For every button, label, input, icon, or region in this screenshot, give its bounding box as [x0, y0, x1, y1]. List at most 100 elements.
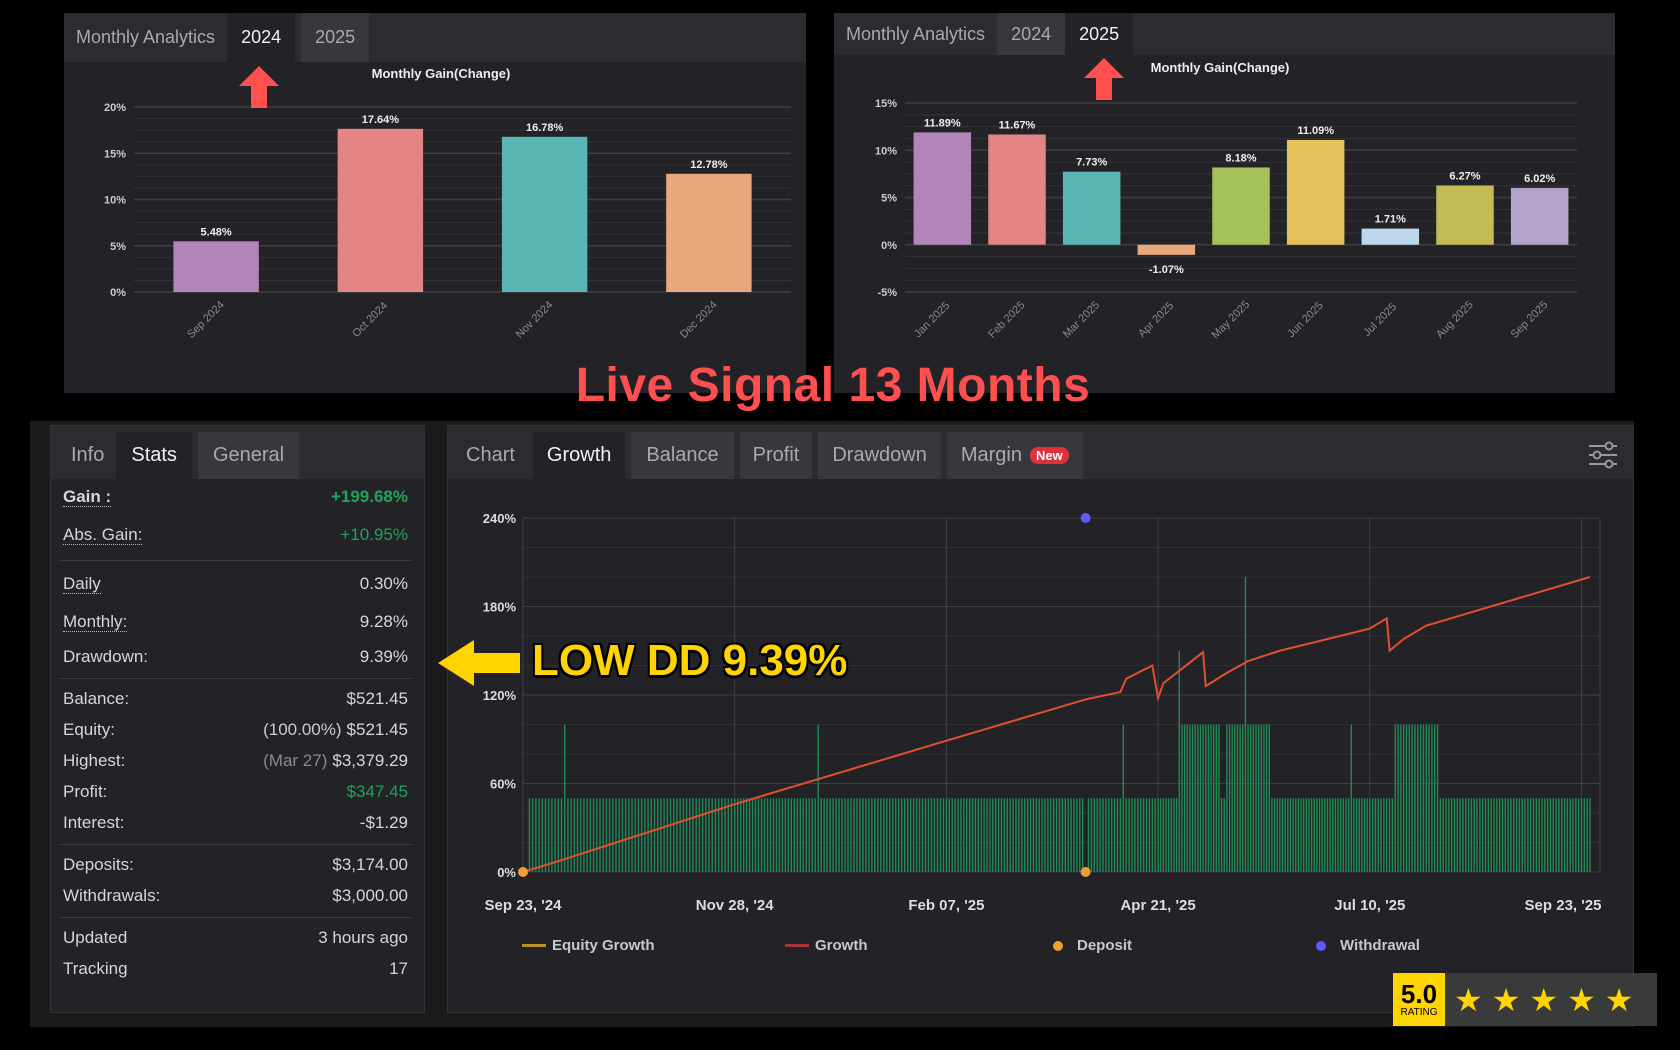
- y-tick-label: 120%: [483, 688, 517, 703]
- green-bar: [541, 798, 543, 872]
- monthly-label[interactable]: Monthly:: [63, 611, 128, 632]
- green-bar: [1417, 724, 1419, 872]
- tab-monthly-analytics[interactable]: Monthly Analytics: [76, 27, 216, 47]
- tab-info[interactable]: Info: [71, 444, 105, 466]
- green-bar: [1566, 798, 1569, 872]
- gain-value: +199.68%: [330, 487, 408, 506]
- legend-withdrawal[interactable]: Withdrawal: [1316, 937, 1420, 954]
- monthly-gain-chart-2024: Monthly Gain(Change) 0% 5% 10% 15% 20% 5.48% Se…: [104, 66, 791, 341]
- green-bar: [1055, 798, 1058, 872]
- x-tick-label: Jul 10, '25: [1334, 897, 1405, 914]
- green-bar: [1250, 724, 1252, 872]
- green-bar: [1255, 724, 1257, 872]
- green-bar: [1128, 798, 1130, 872]
- tab-2025[interactable]: 2025: [1065, 13, 1134, 55]
- green-bar: [933, 798, 936, 872]
- deposits-label: Deposits:: [63, 854, 134, 874]
- green-bar: [547, 798, 550, 872]
- tab-monthly-analytics[interactable]: Monthly Analytics: [846, 23, 986, 44]
- monthly-analytics-2024-panel: Monthly Analytics 2024 2025 Monthly Gain…: [64, 13, 806, 393]
- green-bar: [957, 798, 959, 872]
- green-bar: [1260, 724, 1263, 872]
- tab-margin[interactable]: Margin New: [946, 432, 1083, 479]
- green-bar: [1527, 798, 1529, 872]
- green-bar: [763, 798, 766, 872]
- green-bar: [1205, 724, 1207, 872]
- green-bar: [1252, 724, 1255, 872]
- green-bar: [1521, 798, 1523, 872]
- legend-equity-growth[interactable]: Equity Growth: [522, 937, 655, 954]
- x-tick-label: Jun 2025: [1285, 300, 1325, 340]
- green-bar: [868, 798, 870, 872]
- headline: Live Signal 13 Months: [575, 359, 1091, 412]
- tab-2024[interactable]: 2024: [997, 13, 1066, 55]
- green-bar: [721, 798, 723, 872]
- x-tick-label: Feb 2025: [986, 299, 1027, 340]
- tab-2025[interactable]: 2025: [301, 13, 370, 62]
- green-bar: [745, 798, 748, 872]
- green-bar: [631, 798, 633, 872]
- legend-growth[interactable]: Growth: [785, 937, 868, 954]
- green-bar: [1473, 798, 1475, 872]
- stat-monthly: Monthly: 9.28%: [59, 603, 412, 641]
- green-bar: [948, 798, 950, 872]
- green-bar: [592, 798, 595, 872]
- x-tick-label: Sep 23, '24: [485, 897, 563, 914]
- green-bar: [1041, 798, 1043, 872]
- green-bar: [971, 798, 974, 872]
- green-bar: [1329, 798, 1331, 872]
- green-bar: [1308, 798, 1310, 872]
- tab-chart[interactable]: Chart: [466, 444, 515, 466]
- tab-profit[interactable]: Profit: [739, 432, 813, 479]
- tab-drawdown[interactable]: Drawdown: [818, 432, 941, 479]
- data-label: 1.71%: [1375, 214, 1406, 226]
- bar: [1062, 171, 1121, 245]
- green-bar: [624, 798, 627, 872]
- data-label: 6.27%: [1449, 170, 1480, 182]
- stat-tracking: Tracking 17: [59, 953, 412, 984]
- monthly-value: 9.28%: [359, 612, 408, 631]
- green-bar: [1350, 724, 1352, 872]
- green-bar: [1476, 798, 1478, 872]
- tab-stats[interactable]: Stats: [116, 432, 192, 479]
- green-bar: [832, 798, 834, 872]
- deposits-value: $3,174.00: [332, 854, 408, 874]
- green-bar: [1160, 798, 1162, 872]
- data-label: 11.89%: [924, 117, 961, 129]
- green-bar: [599, 798, 601, 872]
- green-bar: [1218, 724, 1220, 872]
- profit-value: $347.45: [346, 781, 408, 801]
- green-bar: [1332, 798, 1334, 872]
- green-bar: [1151, 798, 1153, 872]
- green-bar: [1035, 798, 1037, 872]
- green-bar: [1186, 724, 1188, 872]
- green-bar: [1456, 798, 1459, 872]
- tab-balance[interactable]: Balance: [631, 432, 734, 479]
- star-icon: ★: [1567, 981, 1596, 1018]
- green-bar: [666, 798, 669, 872]
- chart-tabbar: Chart Growth Balance Profit Drawdown Mar…: [448, 426, 1633, 479]
- green-bar: [1400, 724, 1402, 872]
- green-bar: [1321, 798, 1323, 872]
- gain-label[interactable]: Gain :: [63, 486, 112, 507]
- green-bar: [997, 798, 1000, 872]
- tab-general[interactable]: General: [197, 432, 300, 479]
- green-bar: [1448, 798, 1450, 872]
- abs-gain-label[interactable]: Abs. Gain:: [63, 524, 143, 545]
- green-bar: [1388, 798, 1391, 872]
- y-tick-label: 0%: [497, 865, 516, 880]
- tab-growth[interactable]: Growth: [532, 432, 626, 479]
- sliders-icon[interactable]: [1587, 440, 1619, 470]
- legend-deposit[interactable]: Deposit: [1053, 937, 1132, 954]
- green-bar: [1220, 798, 1223, 872]
- green-bar: [1383, 798, 1385, 872]
- green-bar: [835, 798, 837, 872]
- green-bar: [608, 798, 611, 872]
- green-bar: [1422, 724, 1425, 872]
- daily-label[interactable]: Daily: [63, 573, 101, 594]
- highest-date: (Mar 27): [263, 750, 328, 770]
- green-bar: [918, 798, 921, 872]
- tab-2024[interactable]: 2024: [227, 13, 296, 62]
- green-bar: [1586, 798, 1588, 872]
- rating-value: 5.0: [1400, 978, 1438, 1009]
